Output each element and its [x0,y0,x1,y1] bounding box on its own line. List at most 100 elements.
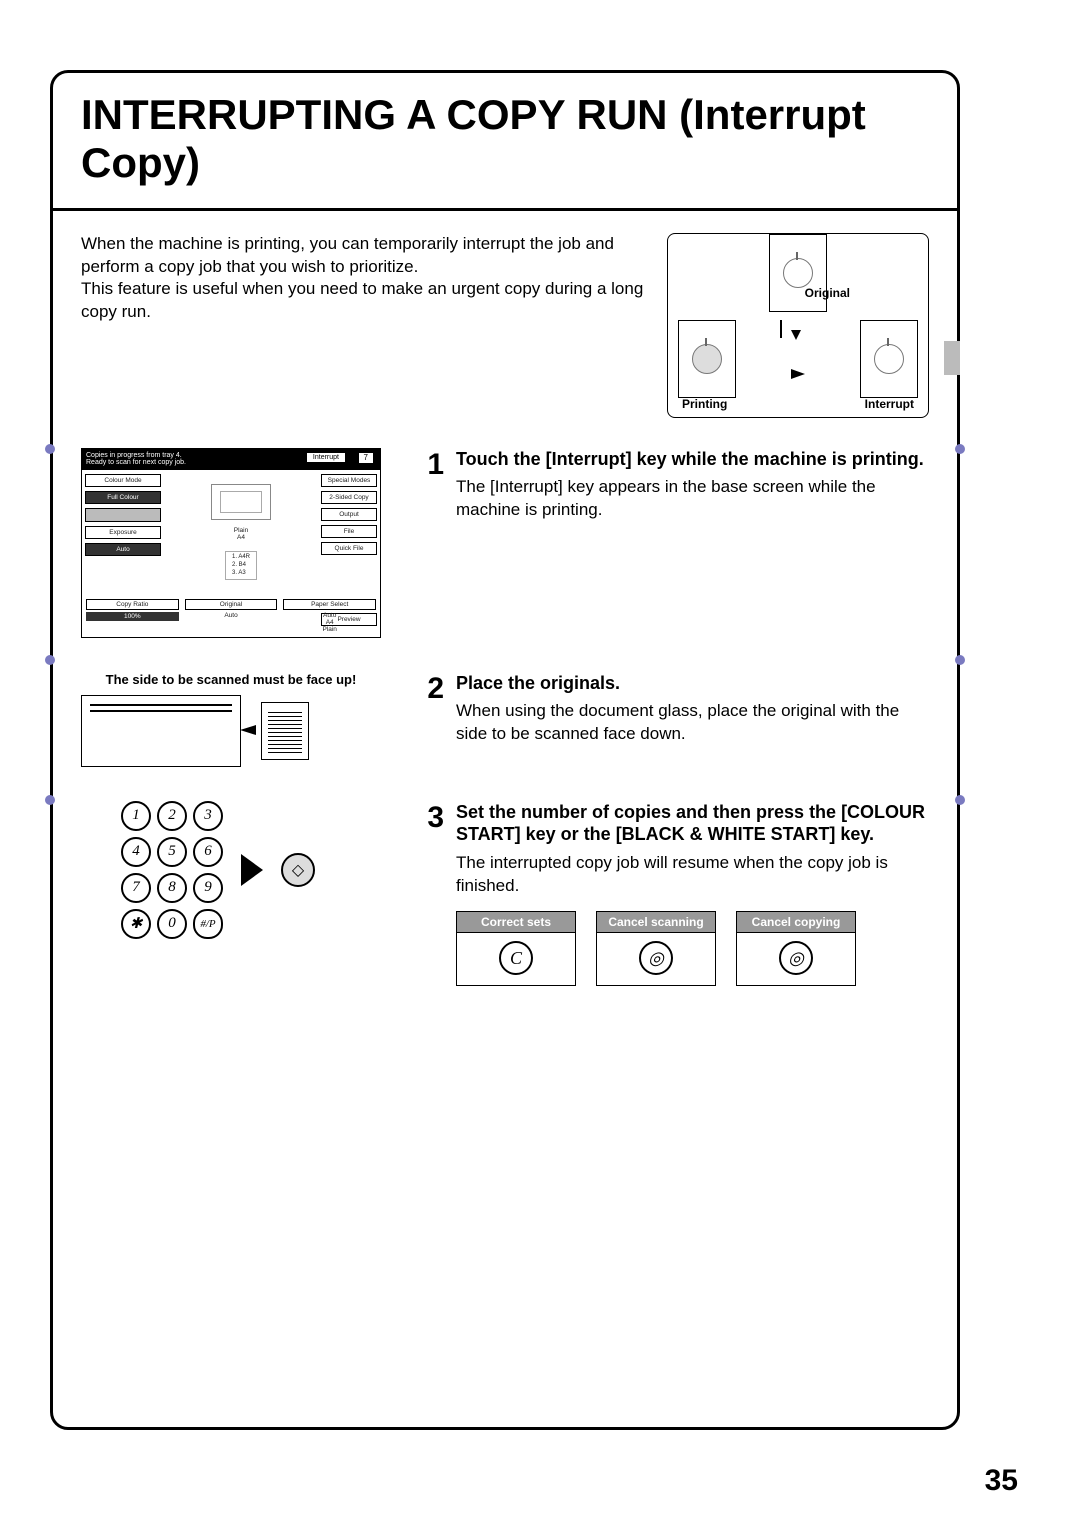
concept-diagram: Original Printing Interrupt [667,233,929,418]
apple-icon [874,344,904,374]
label-original: Original [805,286,850,300]
arrow-right-icon [791,369,805,379]
label-interrupt: Interrupt [865,397,914,411]
concept-top: Original [668,234,928,317]
page-number: 35 [985,1464,1018,1498]
step-1-illustration: Copies in progress from tray 4. Ready to… [81,448,416,638]
paper-val1: Auto [283,612,376,619]
step-marker [45,655,55,665]
start-key[interactable]: ◇ [281,853,315,887]
apple-gray-icon [692,344,722,374]
arrow-into-feeder-icon [240,725,256,735]
step-2: The side to be scanned must be face up! … [81,672,929,767]
face-up-note: The side to be scanned must be face up! [81,672,381,687]
feeder-illustration [81,695,416,767]
blank-bar [85,508,161,522]
intro-text: When the machine is printing, you can te… [81,233,667,325]
step-3-body: The interrupted copy job will resume whe… [456,852,929,898]
clear-key[interactable]: C [499,941,533,975]
title-block: INTERRUPTING A COPY RUN (Interrupt Copy) [53,73,957,211]
special-modes-btn[interactable]: Special Modes [321,474,377,487]
mid-a4: A4 [237,534,245,541]
copy-ratio-value: 100% [86,612,179,621]
step-3-text: Set the number of copies and then press … [456,801,929,987]
quick-file-btn[interactable]: Quick File [321,542,377,555]
colour-mode-btn[interactable]: Colour Mode [85,474,161,487]
step-marker [45,795,55,805]
panel-interrupt-key[interactable]: Interrupt [306,452,346,464]
cancel-scanning-box: Cancel scanning ◎ [596,911,716,986]
hatch-icon [268,709,302,753]
panel-bottom: Copy Ratio 100% Original Auto Paper Sele… [86,599,376,633]
content-area: When the machine is printing, you can te… [53,211,957,1041]
panel-header-line2: Ready to scan for next copy job. [86,459,186,466]
tray-line: 3. A3 [232,570,250,578]
key-0[interactable]: 0 [157,909,187,939]
keypad-illustration: 1 2 3 4 5 6 7 8 9 ✱ 0 #/P ◇ [81,801,416,939]
panel-header: Copies in progress from tray 4. Ready to… [82,449,380,470]
printing-sheet-icon [678,320,736,398]
key-8[interactable]: 8 [157,873,187,903]
cancel-scanning-label: Cancel scanning [597,912,715,933]
original-value: Auto [185,612,278,619]
key-2[interactable]: 2 [157,801,187,831]
step-number: 3 [416,801,456,835]
key-5[interactable]: 5 [157,837,187,867]
step-3-illustration: 1 2 3 4 5 6 7 8 9 ✱ 0 #/P ◇ [81,801,416,939]
paper-select-label[interactable]: Paper Select [283,599,376,610]
step-marker [955,655,965,665]
label-printing: Printing [682,397,727,411]
interrupt-col [860,320,918,398]
stop-key[interactable]: ◎ [779,941,813,975]
correct-sets-box: Correct sets C [456,911,576,986]
arrow-down-icon [791,330,801,340]
step-marker [45,444,55,454]
cancel-copying-label: Cancel copying [737,912,855,933]
exposure-btn[interactable]: Exposure [85,526,161,539]
output-btn[interactable]: Output [321,508,377,521]
original-label[interactable]: Original [185,599,278,610]
key-6[interactable]: 6 [193,837,223,867]
exposure-auto-value: Auto [85,543,161,556]
step-number: 1 [416,448,456,482]
printing-col [678,320,736,398]
step-2-body: When using the document glass, place the… [456,700,929,746]
printer-panel-illustration: Copies in progress from tray 4. Ready to… [81,448,381,638]
key-star[interactable]: ✱ [121,909,151,939]
step-marker [955,795,965,805]
key-3[interactable]: 3 [193,801,223,831]
full-colour-value: Full Colour [85,491,161,504]
step-number: 2 [416,672,456,706]
key-7[interactable]: 7 [121,873,151,903]
arrow-triangle-icon [241,854,263,886]
step-1: Copies in progress from tray 4. Ready to… [81,448,929,638]
key-4[interactable]: 4 [121,837,151,867]
original-page-icon [261,702,309,760]
page-frame: INTERRUPTING A COPY RUN (Interrupt Copy)… [50,70,960,1430]
paper-val3: Plain [283,626,376,633]
file-btn[interactable]: File [321,525,377,538]
step-1-title: Touch the [Interrupt] key while the mach… [456,448,929,471]
step-1-text: Touch the [Interrupt] key while the mach… [456,448,929,522]
start-glyph-icon: ◇ [292,860,304,880]
tray-icon [211,484,271,520]
two-sided-btn[interactable]: 2-Sided Copy [321,491,377,504]
step-3: 1 2 3 4 5 6 7 8 9 ✱ 0 #/P ◇ [81,801,929,987]
interrupt-sheet-icon [860,320,918,398]
feeder-icon [81,695,241,767]
intro-row: When the machine is printing, you can te… [81,233,929,418]
panel-header-line1: Copies in progress from tray 4. [86,452,182,459]
numeric-keypad: 1 2 3 4 5 6 7 8 9 ✱ 0 #/P [121,801,223,939]
key-1[interactable]: 1 [121,801,151,831]
original-sheet-icon [769,234,827,312]
copy-ratio-label[interactable]: Copy Ratio [86,599,179,610]
step-1-body: The [Interrupt] key appears in the base … [456,476,929,522]
step-marker [955,444,965,454]
tray-line: 2. B4 [232,562,250,570]
key-9[interactable]: 9 [193,873,223,903]
page-title: INTERRUPTING A COPY RUN (Interrupt Copy) [81,91,929,188]
tray-line: 1. A4R [232,554,250,562]
key-hash-p[interactable]: #/P [193,909,223,939]
stop-key[interactable]: ◎ [639,941,673,975]
action-buttons-row: Correct sets C Cancel scanning ◎ Cancel … [456,911,929,986]
